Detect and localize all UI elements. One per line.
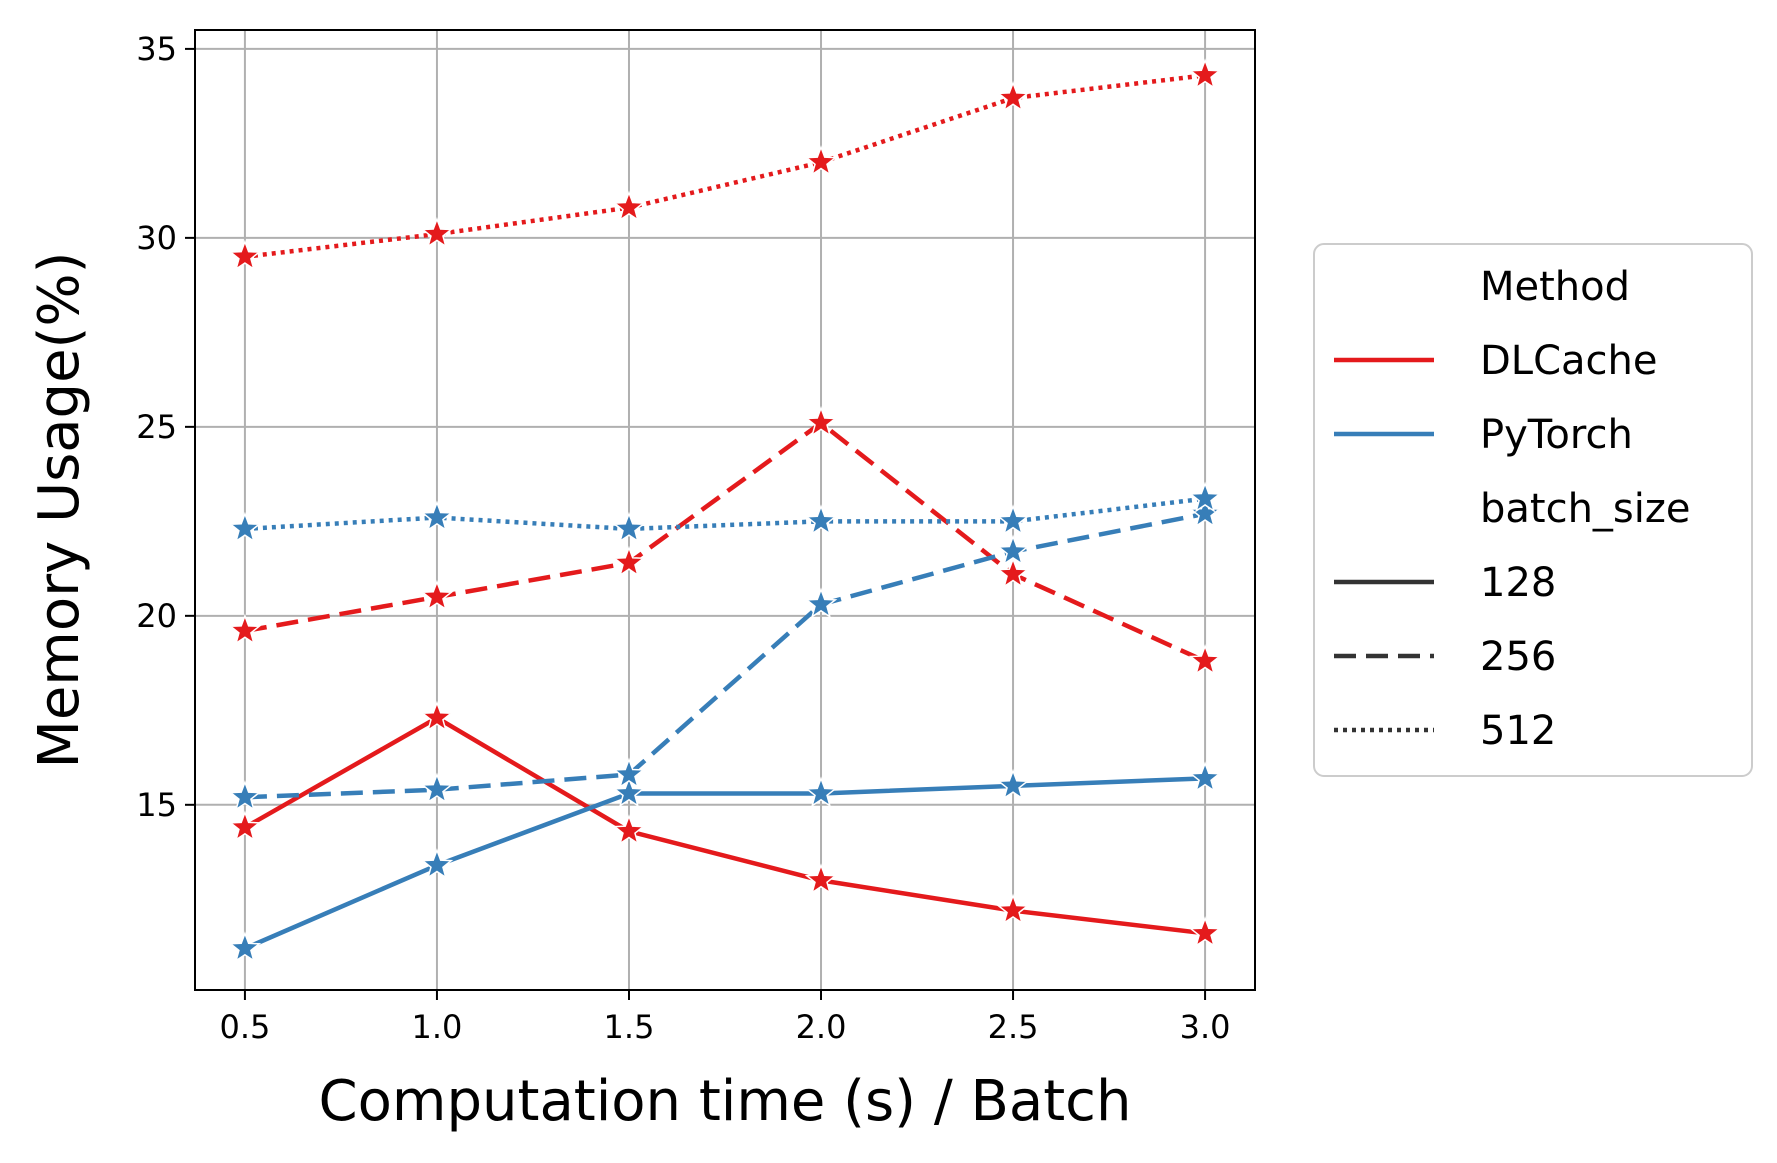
data-point-star [420,772,454,804]
series-pytorch-128 [228,761,1222,963]
x-axis-label: Computation time (s) / Batch [319,1069,1132,1134]
series-dlcache-128 [228,700,1222,948]
series-pytorch-512-line [244,496,1206,532]
data-point-star [804,587,838,619]
data-point-star [1188,58,1222,90]
series-dlcache-256-line [244,420,1206,664]
data-point-star [228,239,262,271]
data-point-star [612,776,646,808]
y-tick-label: 15 [136,786,177,824]
plot-series [228,58,1222,963]
data-point-star [420,848,454,880]
legend-label: 512 [1480,708,1556,754]
y-tick-label: 20 [136,597,177,635]
legend-label: 256 [1480,634,1556,680]
data-point-star [420,700,454,732]
data-point-star [420,500,454,532]
data-point-star [612,757,646,789]
series-dlcache-512 [228,58,1222,271]
data-point-star [228,511,262,543]
data-point-star [996,80,1030,112]
legend-label: PyTorch [1480,412,1633,458]
data-point-star [996,534,1030,566]
grid [195,30,1255,990]
series-pytorch-256 [228,496,1222,812]
x-tick-label: 1.0 [412,1008,463,1046]
data-point-star [996,893,1030,925]
legend-label: DLCache [1480,338,1657,384]
legend-box [1313,243,1753,777]
data-point-star [228,810,262,842]
legend-header: Method [1480,264,1630,310]
data-point-star [228,613,262,645]
data-point-star [804,145,838,177]
data-point-star [1188,761,1222,793]
data-point-star [612,511,646,543]
data-point-star [996,557,1030,589]
y-axis-label: Memory Usage(%) [27,252,92,769]
series-pytorch-512 [228,481,1222,543]
data-point-star [1188,481,1222,513]
series-dlcache-512-line [244,73,1206,260]
data-point-star [612,190,646,222]
y-tick-label: 30 [136,219,177,257]
x-tick-label: 1.5 [604,1008,655,1046]
data-point-star [996,768,1030,800]
data-point-star [804,504,838,536]
data-point-star [804,863,838,895]
series-dlcache-256 [228,405,1222,676]
data-point-star [1188,496,1222,528]
data-point-star [996,504,1030,536]
plot-frame [194,29,1256,991]
series-pytorch-256-line [244,511,1206,800]
data-point-star [1188,644,1222,676]
data-point-star [612,814,646,846]
data-point-star [420,579,454,611]
data-point-star [228,931,262,963]
series-dlcache-128-line [243,715,1206,936]
y-tick-label: 25 [136,408,177,446]
data-point-star [804,405,838,437]
y-tick-label: 35 [136,30,177,68]
data-point-star [804,776,838,808]
data-point-star [420,216,454,248]
data-point-star [1188,916,1222,948]
x-tick-label: 3.0 [1180,1008,1231,1046]
legend-label: 128 [1480,560,1556,606]
x-tick-label: 2.5 [988,1008,1039,1046]
series-pytorch-128-line [244,776,1206,951]
x-tick-label: 2.0 [796,1008,847,1046]
x-tick-label: 0.5 [219,1008,270,1046]
data-point-star [228,780,262,812]
legend: Method DLCache PyTorch batch_size 128 256 512 [1313,243,1753,777]
legend-header: batch_size [1480,486,1691,532]
axis-ticks: 0.5 1.0 1.5 2.0 2.5 3.0 15 20 25 30 35 [136,30,1230,1046]
data-point-star [612,545,646,577]
